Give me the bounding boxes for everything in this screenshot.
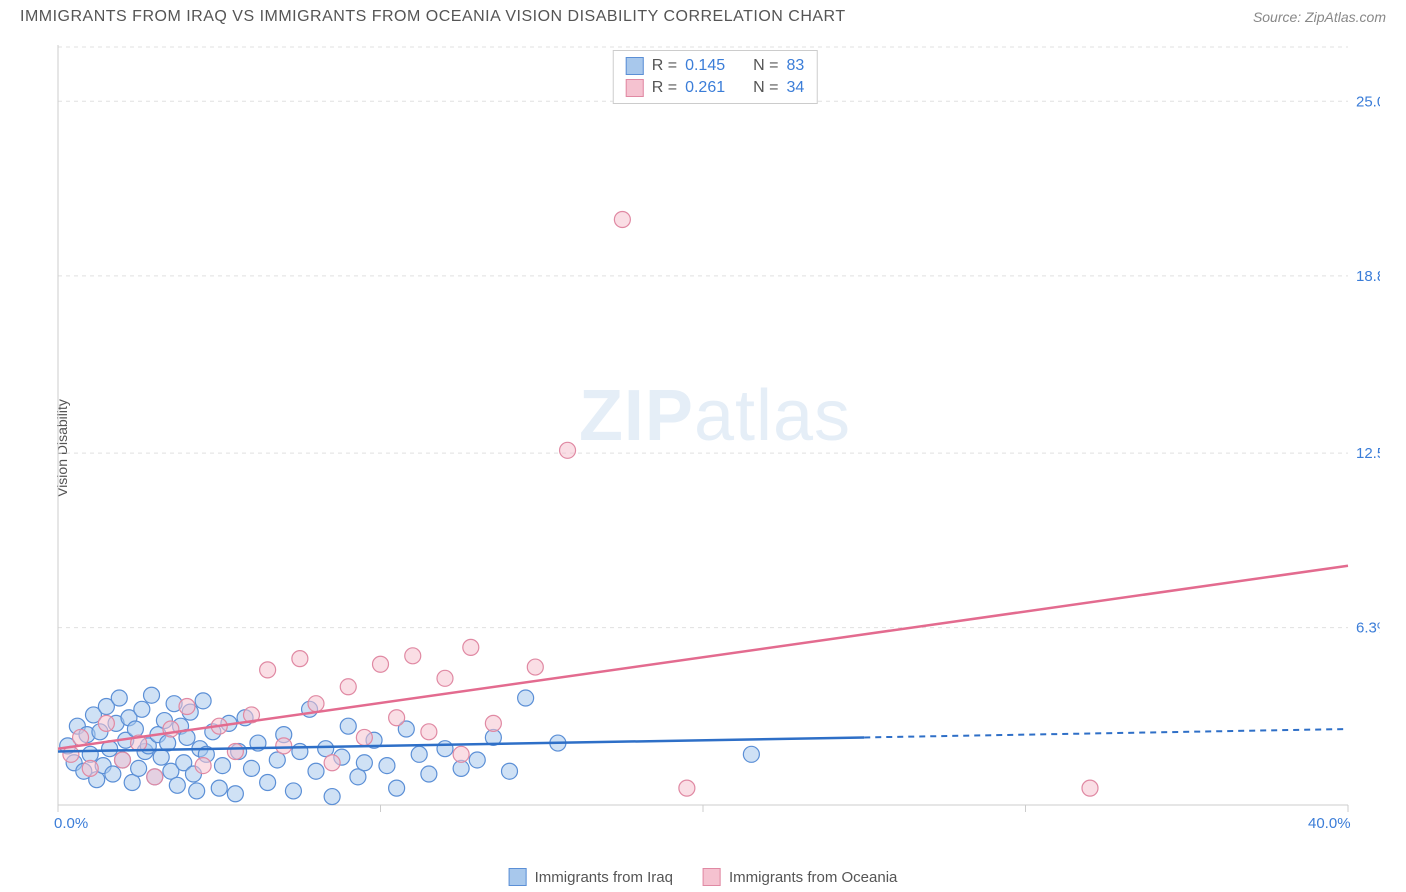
svg-text:12.5%: 12.5%: [1356, 445, 1380, 462]
swatch-oceania: [703, 868, 721, 886]
legend-row-iraq: R = 0.145 N = 83: [626, 55, 805, 77]
series-legend: Immigrants from Iraq Immigrants from Oce…: [509, 868, 898, 886]
x-max-label: 40.0%: [1308, 815, 1351, 832]
n-label: N =: [753, 57, 778, 75]
chart-area: Vision Disability ZIPatlas 6.3%12.5%18.8…: [50, 45, 1380, 835]
swatch-oceania: [626, 79, 644, 97]
x-min-label: 0.0%: [54, 815, 88, 832]
legend-item-oceania: Immigrants from Oceania: [703, 868, 897, 886]
n-value-iraq: 83: [786, 57, 804, 75]
svg-text:6.3%: 6.3%: [1356, 620, 1380, 637]
svg-text:25.0%: 25.0%: [1356, 93, 1380, 110]
swatch-iraq: [626, 57, 644, 75]
r-label: R =: [652, 79, 677, 97]
source-label: Source: ZipAtlas.com: [1253, 9, 1386, 25]
series-name-iraq: Immigrants from Iraq: [535, 869, 673, 886]
series-name-oceania: Immigrants from Oceania: [729, 869, 897, 886]
stats-legend: R = 0.145 N = 83 R = 0.261 N = 34: [613, 50, 818, 104]
r-label: R =: [652, 57, 677, 75]
n-label: N =: [753, 79, 778, 97]
svg-text:18.8%: 18.8%: [1356, 268, 1380, 285]
legend-row-oceania: R = 0.261 N = 34: [626, 77, 805, 99]
r-value-oceania: 0.261: [685, 79, 725, 97]
n-value-oceania: 34: [786, 79, 804, 97]
scatter-plot: 6.3% 12.5% 18.8% 25.0%: [50, 45, 1380, 835]
chart-title: IMMIGRANTS FROM IRAQ VS IMMIGRANTS FROM …: [20, 8, 846, 26]
legend-item-iraq: Immigrants from Iraq: [509, 868, 673, 886]
swatch-iraq: [509, 868, 527, 886]
r-value-iraq: 0.145: [685, 57, 725, 75]
